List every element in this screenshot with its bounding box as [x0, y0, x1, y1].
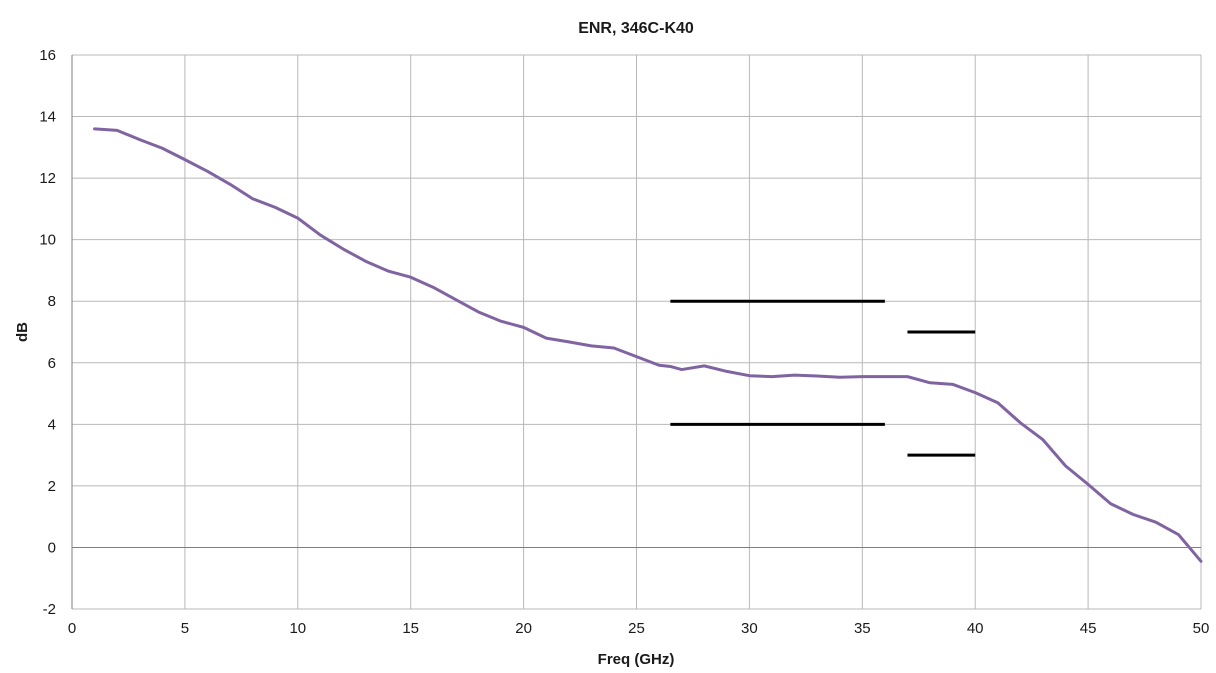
x-tick-label: 40 — [967, 620, 984, 637]
x-axis-title: Freq (GHz) — [598, 651, 675, 668]
y-tick-label: 16 — [39, 47, 56, 64]
y-tick-label: 8 — [48, 293, 56, 310]
axes — [71, 55, 1201, 609]
y-axis-title: dB — [14, 322, 31, 342]
x-tick-label: 10 — [289, 620, 306, 637]
y-tick-label: 6 — [48, 355, 56, 372]
x-tick-label: 5 — [181, 620, 189, 637]
grid — [71, 54, 1202, 610]
x-tick-label: 45 — [1080, 620, 1097, 637]
x-tick-label: 20 — [515, 620, 532, 637]
y-tick-labels: -2 0 2 4 6 8 10 12 14 16 — [39, 47, 56, 618]
y-tick-label: 2 — [48, 478, 56, 495]
x-tick-labels: 0 5 10 15 20 25 30 35 40 45 50 — [68, 620, 1210, 637]
y-tick-label: -2 — [43, 601, 56, 618]
x-tick-label: 35 — [854, 620, 871, 637]
series-group — [93, 127, 1203, 563]
chart-title: ENR, 346C-K40 — [578, 20, 694, 37]
spec-limit-lines — [670, 299, 976, 457]
y-tick-label: 4 — [48, 416, 56, 433]
y-tick-label: 14 — [39, 109, 56, 126]
y-tick-label: 12 — [39, 170, 56, 187]
y-tick-label: 10 — [39, 232, 56, 249]
x-tick-label: 0 — [68, 620, 76, 637]
enr-series-line — [93, 127, 1203, 563]
x-tick-label: 15 — [402, 620, 419, 637]
x-tick-label: 30 — [741, 620, 758, 637]
y-tick-label: 0 — [48, 539, 56, 556]
x-tick-label: 25 — [628, 620, 645, 637]
x-tick-label: 50 — [1193, 620, 1210, 637]
